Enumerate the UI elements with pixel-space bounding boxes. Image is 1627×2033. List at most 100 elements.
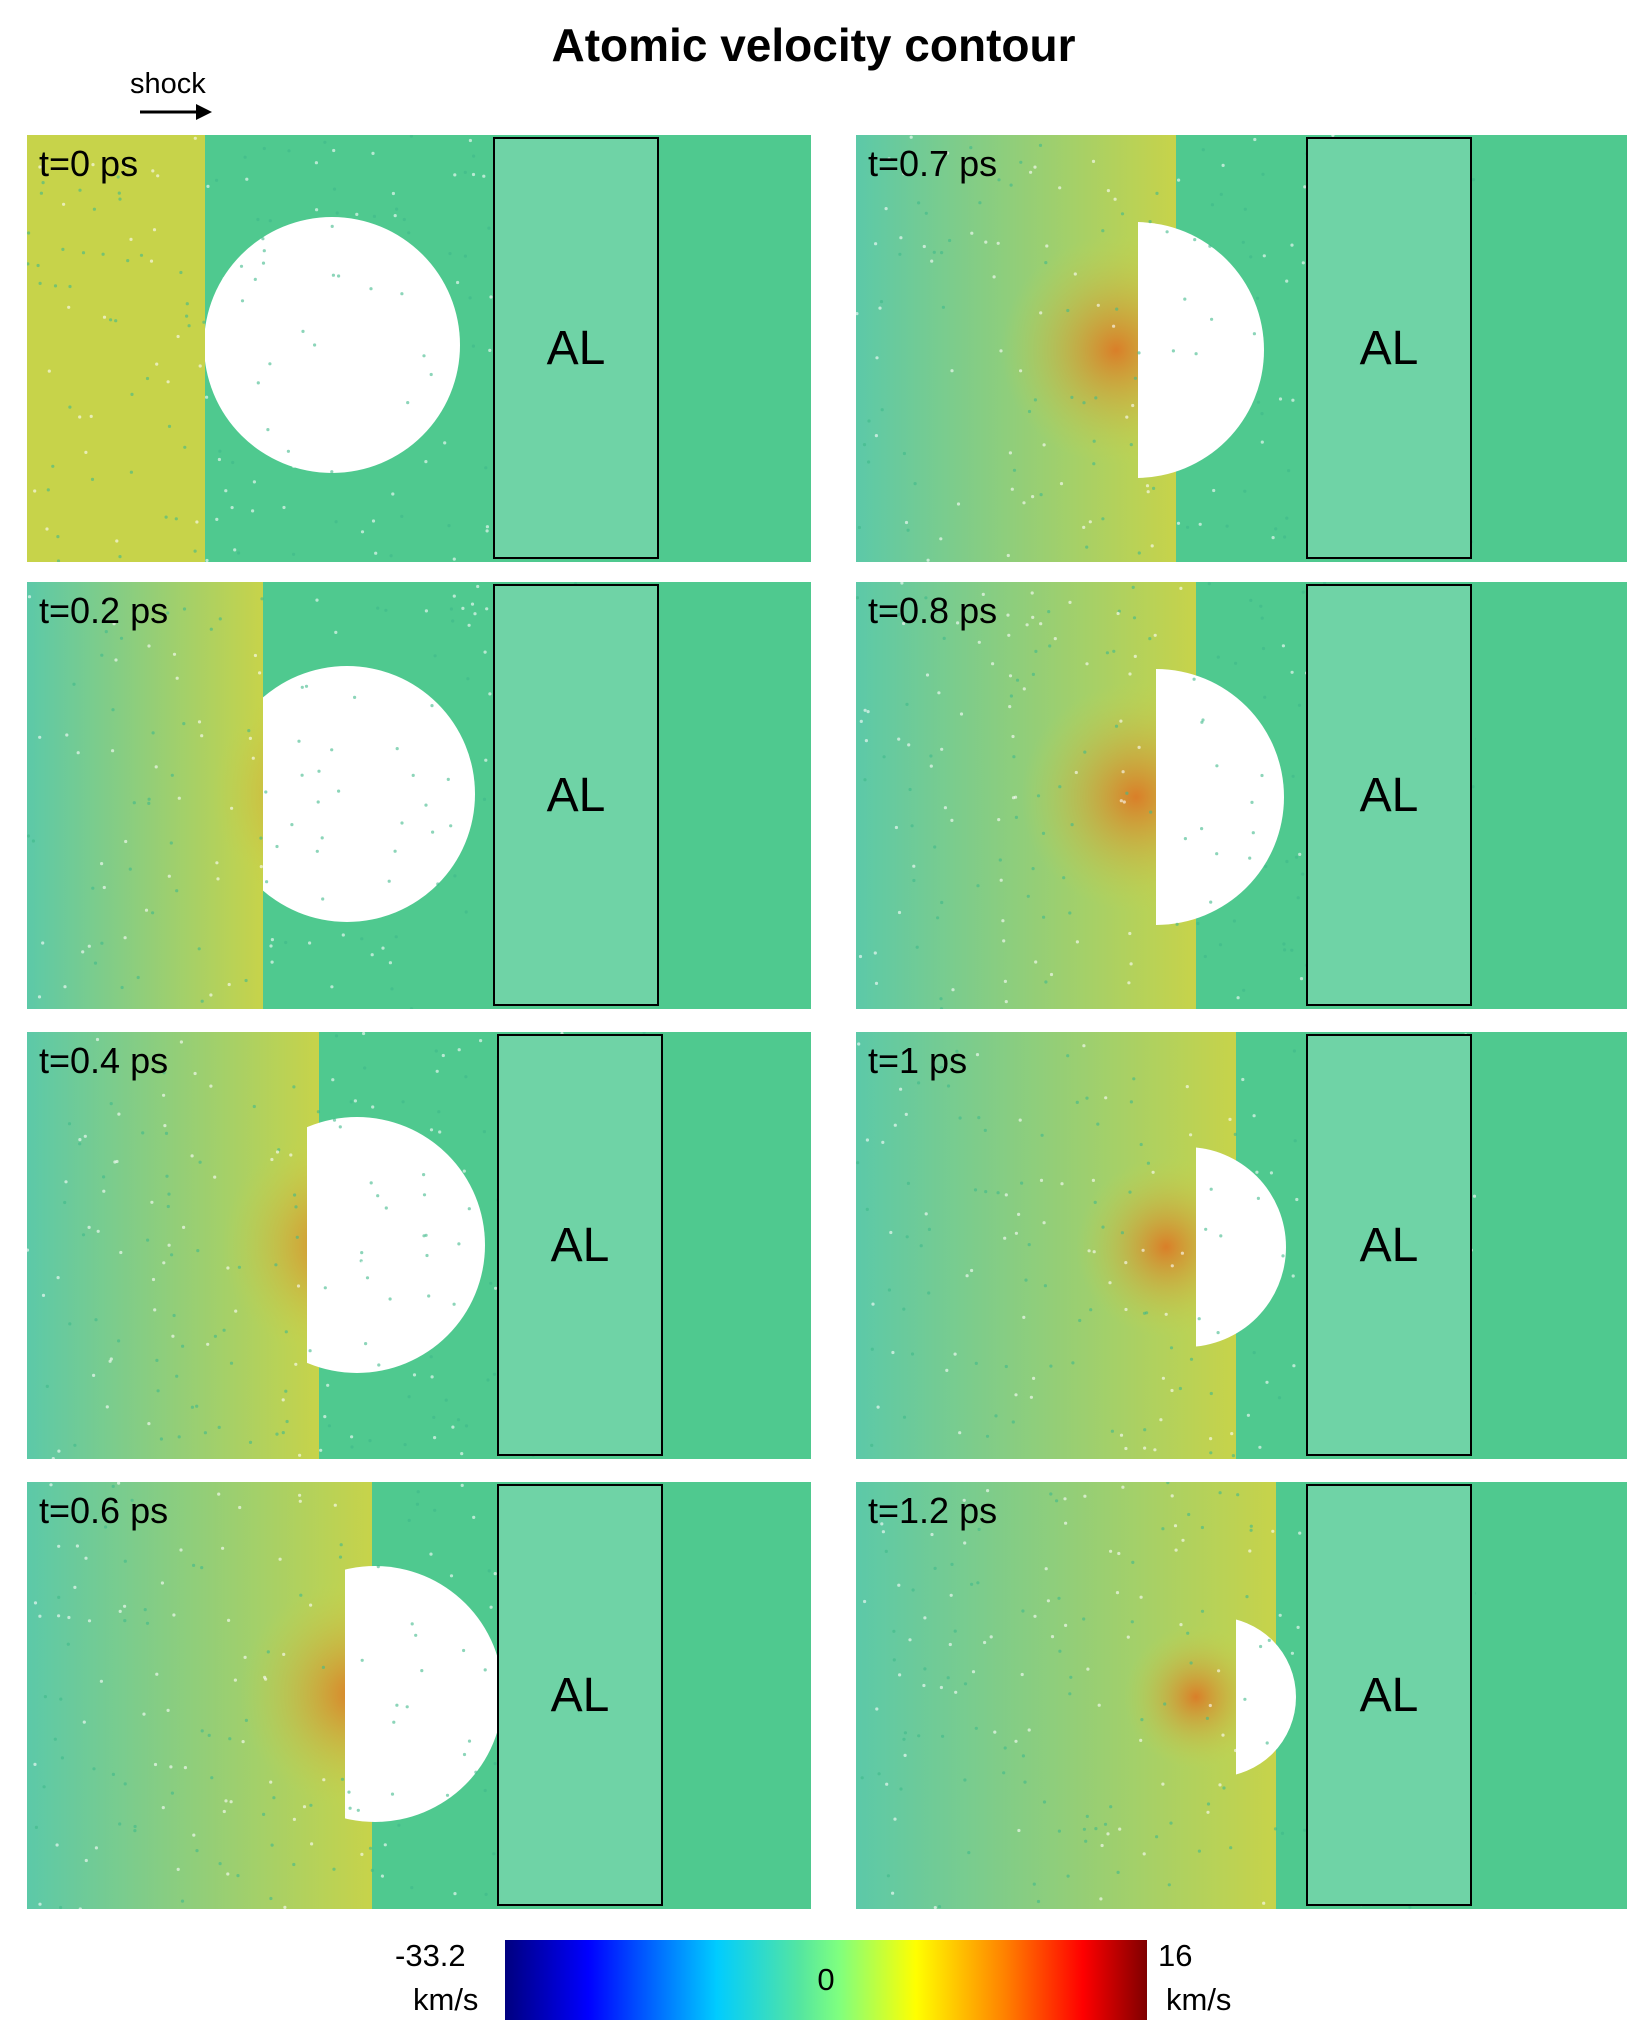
atom-speck — [905, 702, 909, 706]
atom-speck — [1010, 487, 1014, 491]
atom-speck — [1187, 1512, 1191, 1517]
atom-speck — [448, 1646, 452, 1650]
atom-speck — [239, 264, 244, 268]
atom-speck — [1085, 662, 1089, 666]
atom-speck — [1099, 1897, 1103, 1901]
atom-speck — [269, 944, 273, 948]
atom-speck — [128, 867, 132, 871]
time-label: t=0.2 ps — [39, 590, 169, 631]
atom-speck — [27, 834, 31, 838]
atom-speck — [1217, 1669, 1221, 1673]
atom-speck — [1186, 1631, 1190, 1635]
atom-speck — [1299, 977, 1304, 981]
atom-speck — [192, 1833, 196, 1837]
atom-speck — [1179, 1623, 1183, 1627]
atom-speck — [378, 1628, 382, 1632]
atom-speck — [1277, 1396, 1282, 1400]
atom-speck — [133, 1829, 137, 1833]
atom-speck — [338, 1555, 343, 1559]
atom-speck — [967, 1851, 971, 1855]
atom-speck — [1256, 400, 1261, 404]
atom-speck — [391, 492, 395, 496]
atom-speck — [95, 1037, 100, 1042]
atom-speck — [866, 710, 870, 714]
atom-speck — [1029, 170, 1033, 174]
atom-speck — [1301, 590, 1305, 594]
atom-speck — [362, 1032, 366, 1036]
atom-speck — [917, 201, 921, 205]
atom-speck — [1259, 604, 1263, 608]
atom-speck — [384, 608, 388, 612]
atom-speck — [999, 878, 1003, 882]
atom-speck — [1219, 192, 1223, 196]
atom-speck — [370, 1868, 374, 1872]
atom-speck — [974, 165, 978, 169]
atom-speck — [248, 736, 252, 740]
atom-speck — [172, 652, 177, 656]
atom-speck — [422, 354, 426, 358]
atom-speck — [123, 1782, 127, 1786]
atom-speck — [1085, 545, 1089, 549]
atom-speck — [1161, 1782, 1165, 1786]
atom-speck — [1250, 800, 1254, 804]
atom-speck — [87, 1225, 91, 1229]
atom-speck — [482, 174, 486, 178]
atom-speck — [67, 1615, 71, 1620]
atom-speck — [292, 464, 296, 468]
atom-speck — [350, 1445, 354, 1449]
atom-speck — [360, 1852, 364, 1856]
atom-speck — [51, 464, 55, 468]
atom-speck — [1091, 159, 1096, 163]
atom-speck — [456, 280, 460, 285]
atom-speck — [200, 1566, 204, 1570]
atom-speck — [892, 1629, 896, 1633]
atom-speck — [1082, 525, 1086, 529]
atom-speck — [177, 1435, 181, 1439]
atom-speck — [376, 1194, 380, 1198]
atom-speck — [884, 207, 888, 211]
atom-speck — [877, 1772, 881, 1776]
atom-speck — [1039, 1178, 1044, 1182]
atom-speck — [473, 612, 477, 616]
atom-speck — [1239, 1168, 1244, 1172]
atom-speck — [1119, 1433, 1124, 1437]
atom-speck — [1124, 1261, 1128, 1265]
atom-speck — [1103, 1822, 1108, 1826]
atom-speck — [229, 295, 233, 299]
atom-speck — [1031, 672, 1035, 676]
atom-speck — [202, 320, 206, 324]
atom-speck — [218, 1862, 222, 1866]
atom-speck — [331, 1078, 335, 1082]
atom-speck — [871, 1302, 875, 1306]
atom-speck — [274, 1263, 278, 1267]
atom-speck — [873, 951, 877, 955]
atom-speck — [485, 529, 489, 533]
atom-speck — [1023, 1780, 1027, 1784]
panel-t12: t=1.2 ps AL — [856, 1482, 1627, 1909]
atom-speck — [167, 424, 172, 428]
atom-speck — [1248, 304, 1252, 308]
atom-speck — [452, 1755, 456, 1759]
atom-speck — [1148, 220, 1152, 224]
atom-speck — [1291, 774, 1295, 778]
atom-speck — [486, 1378, 490, 1382]
atom-speck — [180, 1899, 185, 1903]
atom-speck — [867, 460, 871, 464]
atom-speck — [53, 284, 58, 288]
atom-speck — [1119, 799, 1123, 803]
atom-speck — [940, 747, 944, 751]
atom-speck — [863, 708, 867, 712]
atom-speck — [983, 1128, 987, 1132]
atom-speck — [460, 1483, 464, 1487]
atom-speck — [906, 1181, 910, 1185]
atom-speck — [1186, 525, 1190, 529]
atom-speck — [228, 1737, 232, 1741]
atom-speck — [162, 1093, 166, 1097]
atom-speck — [141, 1131, 145, 1135]
atom-speck — [406, 1350, 410, 1354]
atom-speck — [175, 889, 179, 893]
atom-speck — [424, 609, 428, 613]
atom-speck — [449, 607, 453, 611]
atom-speck — [118, 197, 122, 201]
atom-speck — [49, 1483, 53, 1487]
